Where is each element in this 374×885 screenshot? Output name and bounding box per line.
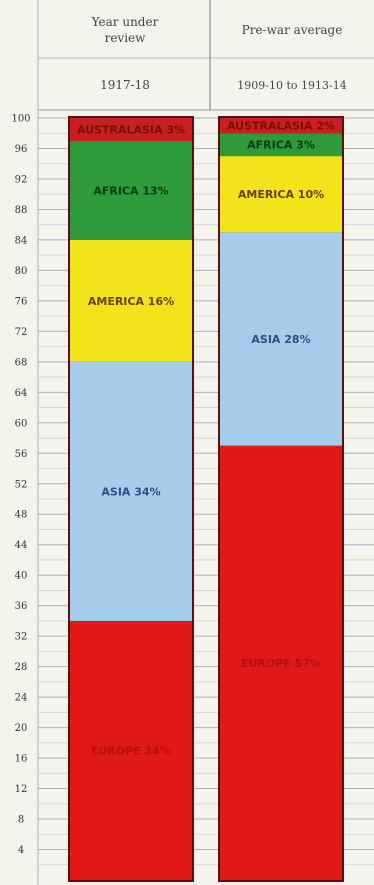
y-tick-label: 92 — [15, 174, 28, 185]
y-tick-label: 32 — [15, 632, 28, 643]
y-tick-label: 40 — [15, 571, 28, 582]
data-label-asia: ASIA 34% — [101, 485, 160, 498]
y-tick-label: 56 — [15, 449, 28, 460]
col2-title: Pre-war average — [242, 23, 343, 37]
y-tick-label: 12 — [15, 784, 28, 795]
bar-segment-australasia — [220, 118, 342, 134]
col1-title-line1: Year under — [91, 15, 159, 29]
bar-segment-europe — [220, 445, 342, 880]
col2-period: 1909-10 to 1913-14 — [237, 79, 346, 92]
bar-segment-australasia — [70, 118, 192, 141]
y-axis-ticks: 1009692888480767268646056524844403632282… — [11, 114, 30, 857]
y-tick-label: 16 — [15, 754, 28, 765]
bar-segment-asia — [220, 232, 342, 446]
bar-segment-asia — [70, 361, 192, 621]
y-tick-label: 80 — [15, 266, 28, 277]
y-tick-label: 100 — [11, 114, 30, 125]
col1-period: 1917-18 — [100, 78, 150, 92]
data-label-europe: EUROPE 34% — [91, 744, 171, 757]
bar-segment-america — [70, 239, 192, 362]
y-tick-label: 60 — [15, 418, 28, 429]
y-tick-label: 84 — [15, 235, 28, 246]
data-label-africa: AFRICA 13% — [93, 184, 168, 197]
y-tick-label: 20 — [15, 723, 28, 734]
y-tick-label: 52 — [15, 479, 28, 490]
y-tick-label: 48 — [15, 510, 28, 521]
bar-segment-europe — [70, 620, 192, 880]
y-tick-label: 68 — [15, 357, 28, 368]
bar-segment-america — [220, 156, 342, 233]
col1-title-line2: review — [105, 31, 147, 45]
bar-segment-africa — [70, 140, 192, 240]
data-label-america: AMERICA 10% — [238, 188, 324, 201]
data-label-australasia: AUSTRALASIA 3% — [77, 123, 185, 136]
data-label-australasia: AUSTRALASIA 2% — [227, 120, 335, 133]
data-label-america: AMERICA 16% — [88, 295, 174, 308]
data-label-asia: ASIA 28% — [251, 333, 310, 346]
y-tick-label: 64 — [15, 388, 28, 399]
y-tick-label: 96 — [15, 144, 28, 155]
data-label-europe: EUROPE 57% — [241, 657, 321, 670]
y-tick-label: 28 — [15, 662, 28, 673]
bar-segment-africa — [220, 133, 342, 157]
y-tick-label: 88 — [15, 205, 28, 216]
y-tick-label: 44 — [15, 540, 28, 551]
data-label-africa: AFRICA 3% — [247, 139, 315, 152]
y-tick-label: 36 — [15, 601, 28, 612]
bars: EUROPE 34% ASIA 34% AMERICA 16% AFRICA 13% A… — [68, 116, 344, 882]
y-tick-label: 76 — [15, 296, 28, 307]
y-tick-label: 4 — [18, 845, 24, 856]
y-tick-label: 72 — [15, 327, 28, 338]
y-tick-label: 8 — [18, 815, 24, 826]
y-tick-label: 24 — [15, 693, 28, 704]
